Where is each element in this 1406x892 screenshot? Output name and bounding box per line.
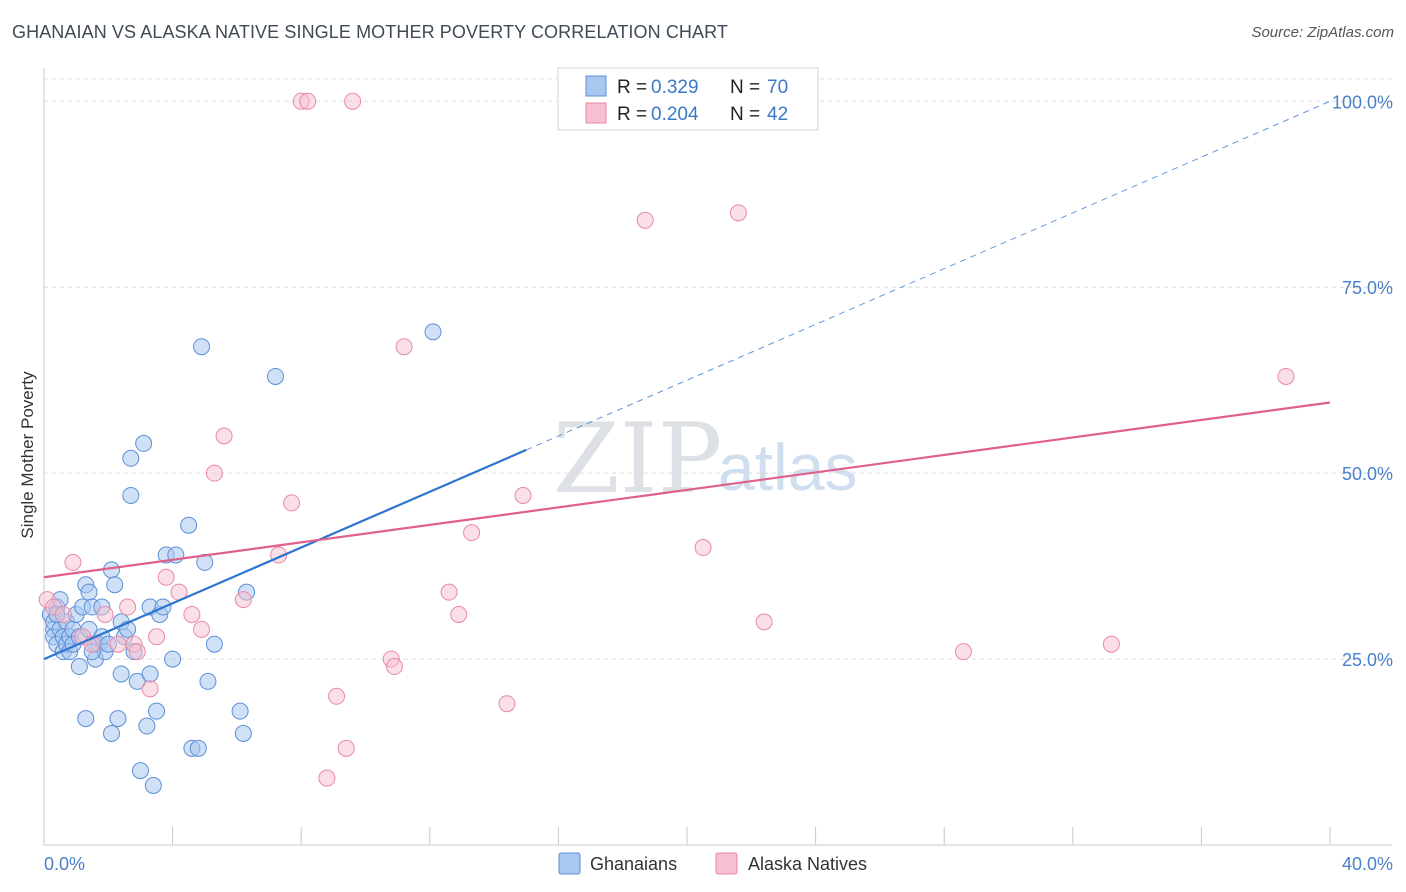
- trendline-alaska-natives: [43, 401, 1331, 579]
- x-tick-labels: 0.0% 40.0%: [44, 854, 1393, 874]
- data-point-alaska-natives: [183, 605, 201, 623]
- data-point-alaska-natives: [328, 687, 346, 705]
- data-point-ghanaians: [112, 665, 130, 683]
- data-point-ghanaians: [106, 576, 124, 594]
- data-point-ghanaians: [193, 338, 211, 356]
- data-point-ghanaians: [122, 449, 140, 467]
- data-point-ghanaians: [144, 777, 162, 795]
- data-point-ghanaians: [199, 672, 217, 690]
- data-point-ghanaians: [205, 635, 223, 653]
- data-point-alaska-natives: [694, 539, 712, 557]
- legend-swatch-alaska-natives: [585, 102, 607, 124]
- watermark: ZIP atlas: [553, 403, 857, 515]
- data-point-ghanaians: [122, 486, 140, 504]
- y-axis-label: Single Mother Poverty: [18, 371, 37, 539]
- bottom-legend-swatch-ghanaians: [558, 852, 581, 875]
- data-point-alaska-natives: [954, 643, 972, 661]
- data-point-alaska-natives: [463, 524, 481, 542]
- legend-n-label-ghanaians: N =: [730, 77, 760, 98]
- data-point-alaska-natives: [514, 486, 532, 504]
- data-point-ghanaians: [424, 323, 442, 341]
- data-point-ghanaians: [231, 702, 249, 720]
- series-legend: Ghanaians Alaska Natives: [558, 852, 867, 875]
- data-point-alaska-natives: [148, 628, 166, 646]
- data-point-alaska-natives: [755, 613, 773, 631]
- y-tick-labels: 25.0% 50.0% 75.0% 100.0%: [1332, 92, 1393, 670]
- data-point-alaska-natives: [128, 643, 146, 661]
- chart-title: GHANAIAN VS ALASKA NATIVE SINGLE MOTHER …: [12, 22, 729, 42]
- data-point-alaska-natives: [385, 658, 403, 676]
- y-tick-label: 50.0%: [1342, 464, 1393, 484]
- data-point-ghanaians: [266, 367, 284, 385]
- trend-lines: [43, 100, 1331, 661]
- data-point-alaska-natives: [337, 739, 355, 757]
- data-point-alaska-natives: [395, 338, 413, 356]
- data-point-alaska-natives: [450, 605, 468, 623]
- x-tick-label: 0.0%: [44, 854, 85, 874]
- legend-r-label-ghanaians: R =: [617, 77, 647, 98]
- data-point-ghanaians: [234, 724, 252, 742]
- data-point-ghanaians: [77, 710, 95, 728]
- data-point-ghanaians: [164, 650, 182, 668]
- legend-swatch-ghanaians: [585, 75, 607, 97]
- series-alaska-natives: [38, 92, 1295, 787]
- data-point-alaska-natives: [96, 605, 114, 623]
- data-point-ghanaians: [103, 724, 121, 742]
- y-tick-label: 25.0%: [1342, 650, 1393, 670]
- data-point-alaska-natives: [636, 211, 654, 229]
- data-point-ghanaians: [135, 434, 153, 452]
- data-point-ghanaians: [180, 516, 198, 534]
- data-point-alaska-natives: [440, 583, 458, 601]
- bottom-legend-label-ghanaians: Ghanaians: [590, 854, 677, 874]
- data-point-alaska-natives: [109, 635, 127, 653]
- data-point-alaska-natives: [234, 591, 252, 609]
- x-tick-label: 40.0%: [1342, 854, 1393, 874]
- data-point-ghanaians: [128, 672, 146, 690]
- data-point-ghanaians: [70, 658, 88, 676]
- legend-r-label-alaska-natives: R =: [617, 104, 647, 125]
- series-ghanaians: [41, 323, 442, 795]
- bottom-legend-label-alaska-natives: Alaska Natives: [748, 854, 867, 874]
- legend-n-value-alaska-natives: 42: [767, 104, 788, 125]
- source-label: Source: ZipAtlas.com: [1251, 24, 1394, 41]
- data-point-alaska-natives: [729, 204, 747, 222]
- y-tick-label: 75.0%: [1342, 278, 1393, 298]
- data-point-alaska-natives: [141, 680, 159, 698]
- bottom-legend-swatch-alaska-natives: [715, 852, 738, 875]
- data-point-alaska-natives: [1102, 635, 1120, 653]
- trendline-ghanaians-projection: [526, 100, 1331, 451]
- data-point-alaska-natives: [299, 92, 317, 110]
- data-point-alaska-natives: [193, 620, 211, 638]
- data-point-alaska-natives: [54, 605, 72, 623]
- data-point-alaska-natives: [215, 427, 233, 445]
- data-point-ghanaians: [131, 762, 149, 780]
- data-point-ghanaians: [109, 710, 127, 728]
- legend-n-value-ghanaians: 70: [767, 77, 788, 98]
- legend-n-label-alaska-natives: N =: [730, 104, 760, 125]
- data-point-ghanaians: [138, 717, 156, 735]
- data-point-alaska-natives: [318, 769, 336, 787]
- data-point-alaska-natives: [119, 598, 137, 616]
- data-point-ghanaians: [189, 739, 207, 757]
- data-point-ghanaians: [141, 665, 159, 683]
- data-point-alaska-natives: [205, 464, 223, 482]
- data-point-alaska-natives: [498, 695, 516, 713]
- y-tick-label: 100.0%: [1332, 92, 1393, 112]
- data-point-alaska-natives: [157, 568, 175, 586]
- legend-r-value-ghanaians: 0.329: [651, 77, 699, 98]
- watermark-zip: ZIP: [553, 403, 722, 515]
- stats-legend: R = 0.329 N = 70 R = 0.204 N = 42: [557, 67, 819, 131]
- legend-r-value-alaska-natives: 0.204: [651, 104, 699, 125]
- data-point-alaska-natives: [283, 494, 301, 512]
- trendline-ghanaians: [43, 448, 527, 661]
- watermark-atlas: atlas: [718, 430, 857, 504]
- data-point-alaska-natives: [64, 553, 82, 571]
- data-point-alaska-natives: [1277, 367, 1295, 385]
- data-point-ghanaians: [148, 702, 166, 720]
- data-point-ghanaians: [80, 583, 98, 601]
- axes: [43, 68, 1392, 846]
- data-point-alaska-natives: [344, 92, 362, 110]
